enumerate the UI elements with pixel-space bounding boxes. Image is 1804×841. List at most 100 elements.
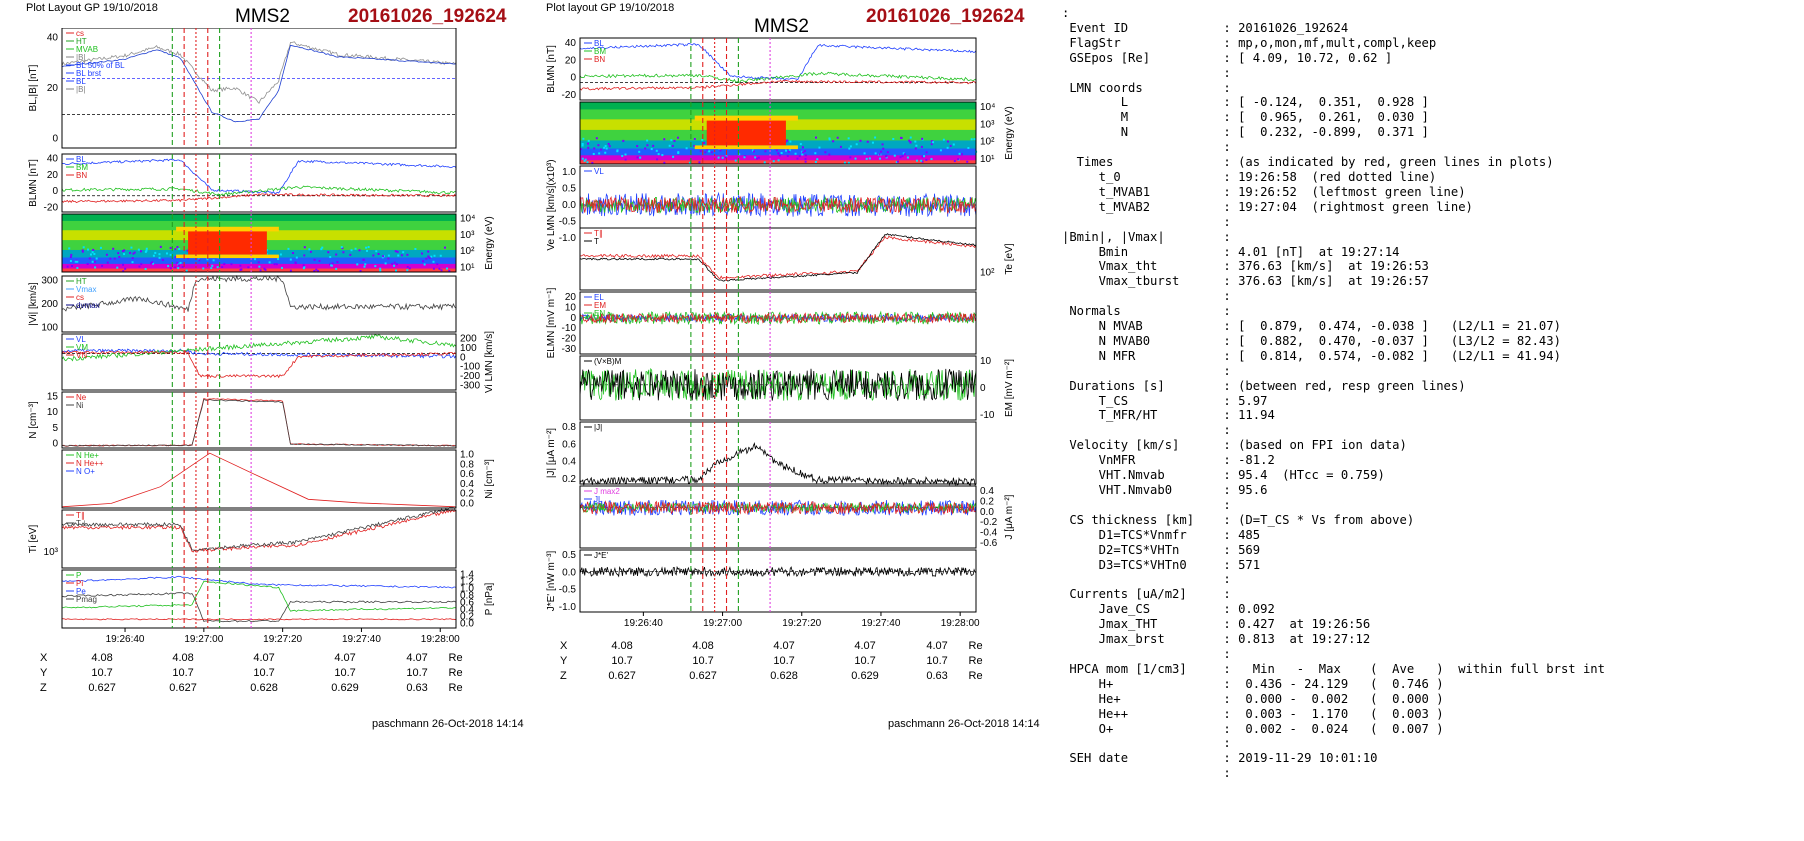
left_plot-spectrogram-speckle xyxy=(140,250,142,252)
right_plot-spectrogram-speckle xyxy=(973,138,975,140)
left-pos-cell: 4.07 xyxy=(305,650,386,665)
right_plot-spectrogram-speckle xyxy=(670,139,672,141)
right_plot-ylabel: BLMN [nT] xyxy=(546,45,557,93)
left_plot-legend-label: |B| xyxy=(76,85,86,94)
right-pos-cell: 4.07 xyxy=(906,638,969,653)
right_plot-ytick-label: 10⁴ xyxy=(980,102,995,113)
left_plot-spectrogram-speckle xyxy=(70,260,72,262)
right_plot-ytick-label: 1.0 xyxy=(562,167,576,178)
right-pos-cell: 0.627 xyxy=(663,668,744,683)
right_plot-spectrogram-speckle xyxy=(587,161,589,163)
right_plot-spectrogram-speckle xyxy=(828,154,830,156)
left_plot-ytick-label: 10¹ xyxy=(460,262,475,273)
info-line: Jmax_THT : 0.427 at 19:26:56 xyxy=(1062,617,1605,632)
info-line: T_CS : 5.97 xyxy=(1062,394,1605,409)
left_plot-ytick-label: 300 xyxy=(41,275,58,286)
right-position-table: X 4.08 4.08 4.07 4.07 4.07 Re Y 10.7 10.7 10.7 10.7… xyxy=(560,638,1010,683)
left_plot-ytick-label: 20 xyxy=(47,170,59,181)
left-chart: 40200BL,|B| [nT]csHTMVAB|B|BL 50% of BLB… xyxy=(0,28,530,658)
right-pos-cell: 4.07 xyxy=(744,638,825,653)
info-line: VnMFR : -81.2 xyxy=(1062,453,1605,468)
left_plot-spectrogram-speckle xyxy=(138,249,140,251)
right_plot-legend-label: JM xyxy=(594,503,605,512)
right-pos-row: Y 10.7 10.7 10.7 10.7 10.7 Re xyxy=(560,653,1010,668)
left_plot-spectrogram-speckle xyxy=(433,255,435,257)
right_plot-spectrogram-speckle xyxy=(785,150,787,152)
right_plot-spectrogram-speckle xyxy=(832,140,834,142)
right_plot-spectrogram-speckle xyxy=(866,158,868,160)
right_plot-spectrogram-speckle xyxy=(880,151,882,153)
right_plot-xtick-label: 19:27:40 xyxy=(861,618,900,629)
left_plot-spectrogram-speckle xyxy=(296,257,298,259)
left_plot-panel-bg xyxy=(62,510,456,568)
left-pos-cell: 10.7 xyxy=(143,665,224,680)
right_plot-panel-5: 100-10 EM [mV m⁻²](V×B)M xyxy=(580,356,1015,421)
right_plot-spectrogram-speckle xyxy=(818,147,820,149)
left-plot-event: 20161026_192624 xyxy=(348,6,507,28)
left_plot-spectrogram-speckle xyxy=(394,262,396,264)
left_plot-spectrogram-speckle xyxy=(374,265,376,267)
left_plot-spectrogram-speckle xyxy=(336,261,338,263)
right_plot-spectrogram-speckle xyxy=(587,143,589,145)
right_plot-spectrogram-speckle xyxy=(698,161,700,163)
right_plot-spectrogram-speckle xyxy=(795,153,797,155)
right_plot-spectrogram-speckle xyxy=(753,150,755,152)
info-line: t_0 : 19:26:58 (red dotted line) xyxy=(1062,170,1605,185)
right_plot-ylabel: ELMN [mV m⁻¹] xyxy=(546,287,557,358)
info-line: Jave_CS : 0.092 xyxy=(1062,602,1605,617)
info-line: t_MVAB1 : 19:26:52 (leftmost green line) xyxy=(1062,185,1605,200)
left_plot-spectrogram-speckle xyxy=(388,255,390,257)
left_plot-spectrogram-speckle xyxy=(92,251,94,253)
left_plot-ylabel: Energy (eV) xyxy=(484,216,495,269)
left_plot-ytick-label: 0 xyxy=(52,133,58,144)
right_plot-spectrogram-speckle xyxy=(864,152,866,154)
left_plot-spectrogram-speckle xyxy=(174,266,176,268)
left_plot-spectrogram-hot xyxy=(188,230,267,254)
right_plot-ytick-label: -0.5 xyxy=(559,216,577,227)
right_plot-spectrogram-speckle xyxy=(904,153,906,155)
right_plot-spectrogram-speckle xyxy=(656,150,658,152)
right_plot-spectrogram-speckle xyxy=(606,148,608,150)
right_plot-spectrogram-warm xyxy=(695,116,798,121)
info-line: D3=TCS*VHTn0 : 571 xyxy=(1062,558,1605,573)
right_plot-spectrogram-speckle xyxy=(637,156,639,158)
left_plot-ytick-label: 10³ xyxy=(460,230,475,241)
info-line: He+ : 0.000 - 0.002 ( 0.000 ) xyxy=(1062,692,1605,707)
right_plot-spectrogram-speckle xyxy=(673,140,675,142)
right_plot-spectrogram-speckle xyxy=(773,160,775,162)
right-pos-cell: 0.629 xyxy=(825,668,906,683)
left_plot-spectrogram-speckle xyxy=(427,256,429,258)
left_plot-spectrogram-speckle xyxy=(303,264,305,266)
right_plot-spectrogram-speckle xyxy=(943,139,945,141)
right_plot-spectrogram-speckle xyxy=(840,146,842,148)
info-line: Normals : xyxy=(1062,304,1605,319)
left_plot-spectrogram-speckle xyxy=(213,259,215,261)
info-line: L : [ -0.124, 0.351, 0.928 ] xyxy=(1062,95,1605,110)
info-line: CS thickness [km] : (D=T_CS * Vs from ab… xyxy=(1062,513,1605,528)
left-plot-footer: paschmann 26-Oct-2018 14:14 xyxy=(372,718,524,730)
right_plot-spectrogram-speckle xyxy=(874,137,876,139)
left_plot-spectrogram-speckle xyxy=(260,269,262,271)
left_plot-spectrogram-speckle xyxy=(158,253,160,255)
info-line: D1=TCS*Vnmfr : 485 xyxy=(1062,528,1605,543)
right_plot-spectrogram-speckle xyxy=(872,142,874,144)
left_plot-spectrogram-speckle xyxy=(106,254,108,256)
right_plot-spectrogram-speckle xyxy=(802,146,804,148)
left_plot-spectrogram-speckle xyxy=(375,250,377,252)
left_plot-spectrogram-speckle xyxy=(401,254,403,256)
right_plot-spectrogram-speckle xyxy=(921,146,923,148)
right_plot-ytick-label: 0 xyxy=(980,383,986,394)
left_plot-spectrogram-speckle xyxy=(414,248,416,250)
right-plot-event: 20161026_192624 xyxy=(866,6,1025,28)
left_plot-spectrogram-speckle xyxy=(382,255,384,257)
info-line: : xyxy=(1062,423,1605,438)
left_plot-spectrogram-speckle xyxy=(114,258,116,260)
left_plot-spectrogram-speckle xyxy=(424,263,426,265)
left_plot-spectrogram-speckle xyxy=(87,263,89,265)
right_plot-spectrogram-speckle xyxy=(711,151,713,153)
info-line: H+ : 0.436 - 24.129 ( 0.746 ) xyxy=(1062,677,1605,692)
right_plot-ytick-label: 0.0 xyxy=(562,567,576,578)
left_plot-legend-label: Ni xyxy=(76,401,84,410)
left_plot-ytick-label: 200 xyxy=(41,299,58,310)
right-pos-cell: 0.627 xyxy=(582,668,663,683)
